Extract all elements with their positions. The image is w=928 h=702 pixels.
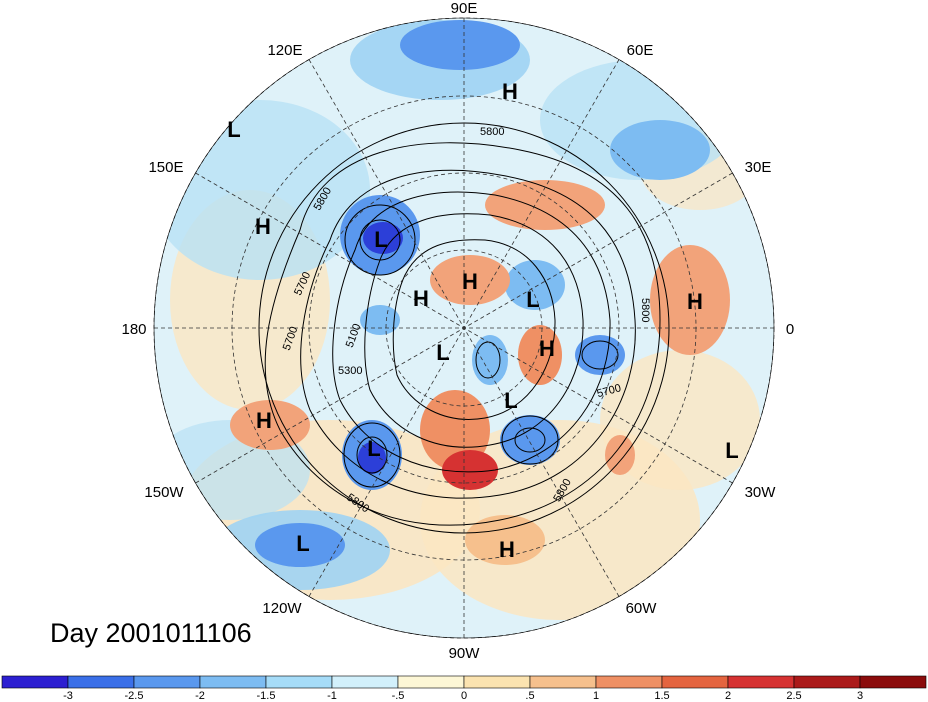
- lon-label-120w: 120W: [262, 600, 302, 617]
- lon-label-150w: 150W: [144, 484, 184, 501]
- colorbar-swatch: [859, 675, 927, 689]
- colorbar-tick-label: 1: [593, 690, 599, 702]
- low-pressure-marker: L: [374, 227, 387, 252]
- longitude-labels: 90E 60E 30E 0 30W 60W 90W 120W 150W 180 …: [121, 0, 794, 662]
- colorbar-tick-label: -.5: [392, 690, 405, 702]
- colorbar-tick-label: 2.5: [786, 690, 801, 702]
- colorbar-tick-label: -2.5: [125, 690, 144, 702]
- day-title: Day 2001011106: [50, 618, 252, 648]
- colorbar-swatch: [133, 675, 201, 689]
- high-pressure-marker: H: [255, 214, 271, 239]
- lon-label-60w: 60W: [626, 600, 658, 617]
- colorbar-tick-label: 0: [461, 690, 467, 702]
- meridians: [154, 18, 774, 638]
- colorbar-swatch: [331, 675, 399, 689]
- lon-label-30e: 30E: [745, 159, 772, 176]
- pressure-centers: H H H H H H H H L L L L L L L: [227, 79, 738, 562]
- colorbar-tick-label: 1.5: [654, 690, 669, 702]
- colorbar-swatch: [199, 675, 267, 689]
- high-pressure-marker: H: [462, 269, 478, 294]
- colorbar-tick-label: .5: [525, 690, 534, 702]
- lon-label-150e: 150E: [148, 159, 183, 176]
- colorbar-swatch: [463, 675, 531, 689]
- low-pressure-marker: L: [227, 117, 240, 142]
- low-pressure-marker: L: [725, 438, 738, 463]
- high-pressure-marker: H: [256, 408, 272, 433]
- colorbar: -3 -2.5 -2 -1.5 -1 -.5 0 .5 1 1.5 2 2.5 3: [1, 675, 927, 702]
- colorbar-tick-label: -1: [327, 690, 337, 702]
- lon-label-0: 0: [786, 321, 794, 338]
- colorbar-swatch: [397, 675, 465, 689]
- low-pressure-marker: L: [436, 340, 449, 365]
- colorbar-swatch: [727, 675, 795, 689]
- colorbar-swatch: [529, 675, 597, 689]
- high-pressure-marker: H: [539, 336, 555, 361]
- map-boundary: [153, 17, 775, 639]
- high-pressure-marker: H: [502, 79, 518, 104]
- low-pressure-marker: L: [526, 287, 539, 312]
- high-pressure-marker: H: [413, 286, 429, 311]
- colorbar-swatch: [793, 675, 861, 689]
- colorbar-tick-label: 3: [857, 690, 863, 702]
- lon-label-30w: 30W: [745, 484, 777, 501]
- contour-label: 5800: [639, 298, 651, 322]
- low-pressure-marker: L: [367, 436, 380, 461]
- high-pressure-marker: H: [687, 289, 703, 314]
- lon-label-60e: 60E: [627, 42, 654, 59]
- high-pressure-marker: H: [499, 537, 515, 562]
- colorbar-tick-label: 2: [725, 690, 731, 702]
- contour-label: 5300: [338, 365, 362, 377]
- colorbar-tick-label: -3: [63, 690, 73, 702]
- low-pressure-marker: L: [504, 388, 517, 413]
- lon-label-180: 180: [121, 321, 146, 338]
- lon-label-120e: 120E: [267, 42, 302, 59]
- colorbar-swatch: [265, 675, 333, 689]
- colorbar-tick-label: -2: [195, 690, 205, 702]
- low-pressure-marker: L: [296, 531, 309, 556]
- colorbar-swatch: [67, 675, 135, 689]
- colorbar-tick-label: -1.5: [257, 690, 276, 702]
- colorbar-swatch: [1, 675, 69, 689]
- lon-label-90e: 90E: [451, 0, 478, 17]
- colorbar-swatch: [595, 675, 663, 689]
- contour-label: 5800: [480, 126, 504, 138]
- lon-label-90w: 90W: [449, 645, 481, 662]
- colorbar-swatch: [661, 675, 729, 689]
